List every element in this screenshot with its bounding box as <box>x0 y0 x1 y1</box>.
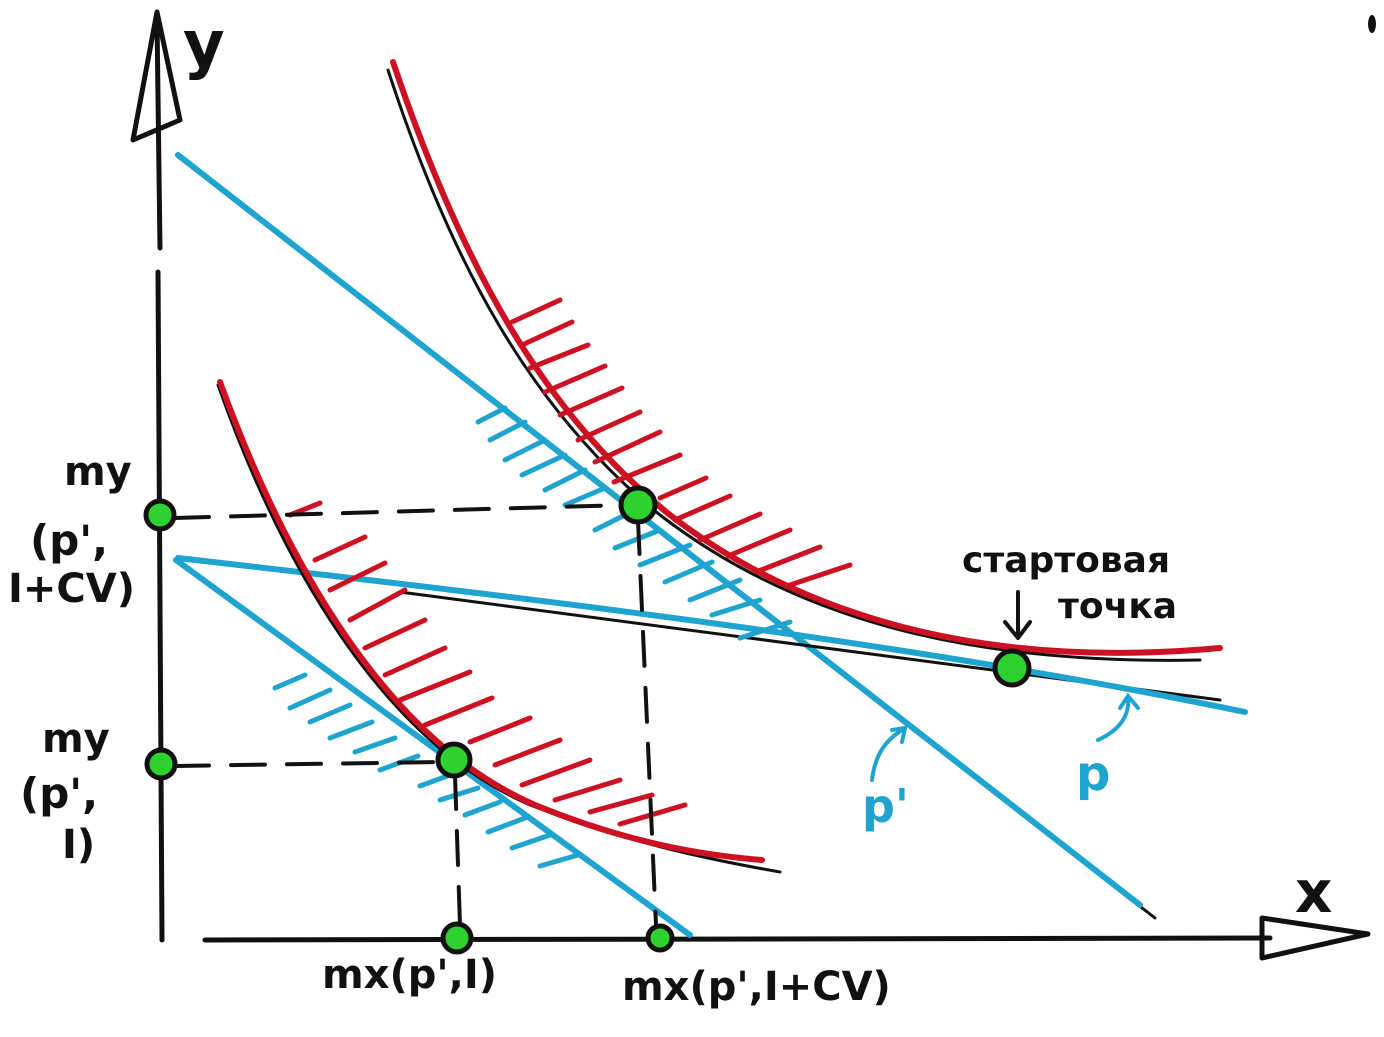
point-mx-left <box>440 921 474 955</box>
indifference-curve-high <box>386 59 1223 662</box>
label-my-upper-line3: I+CV) <box>8 566 135 612</box>
label-start-point-line1: стартовая <box>962 540 1170 581</box>
point-mx-right <box>645 923 675 953</box>
label-my-upper-line2: (p', <box>30 516 108 565</box>
x-axis-label: x <box>1295 858 1332 926</box>
hatching-red-high <box>509 297 853 588</box>
budget-line-p-prime-high <box>175 152 1157 920</box>
point-my-upper <box>143 498 177 532</box>
y-axis-label: y <box>183 8 225 82</box>
p-prime-label-arrow <box>870 725 908 782</box>
x-axis <box>202 915 1371 961</box>
point-optimum-low <box>435 741 473 779</box>
label-my-upper-line1: my <box>64 449 132 495</box>
label-start-point-line2: точка <box>1058 586 1177 627</box>
start-point-arrow <box>1003 590 1032 640</box>
hatching-blue-low <box>272 672 581 869</box>
budget-line-p <box>175 555 1248 715</box>
label-my-lower-line2: (p', <box>20 769 98 818</box>
label-mx-right: mx(p',I+CV) <box>622 964 891 1010</box>
y-axis <box>130 9 183 943</box>
indifference-curve-low <box>216 379 782 874</box>
point-my-lower <box>144 747 178 781</box>
label-my-lower-line1: my <box>42 716 110 762</box>
point-start <box>992 648 1032 688</box>
ink-dot <box>1368 15 1376 33</box>
label-budget-p-prime: p' <box>862 779 909 833</box>
guide-lines <box>173 503 658 927</box>
label-mx-left: mx(p',I) <box>322 952 497 998</box>
label-budget-p: p <box>1076 746 1110 802</box>
label-my-lower-line3: I) <box>62 822 95 868</box>
label-my-lower: my (p', I) <box>20 716 110 868</box>
point-optimum-high <box>618 485 658 525</box>
hatching-red-low <box>287 500 688 827</box>
label-my-upper: my (p', I+CV) <box>8 449 135 612</box>
budget-line-p-prime-low <box>173 557 697 942</box>
p-label-arrow <box>1096 692 1140 742</box>
